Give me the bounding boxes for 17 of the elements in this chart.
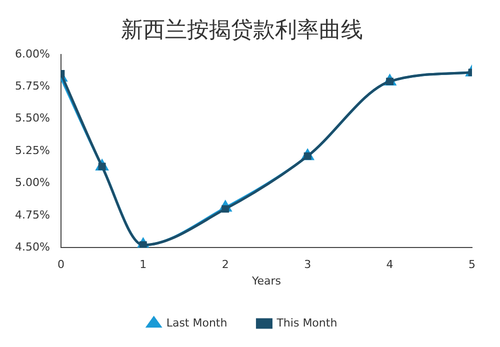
x-axis-title: Years — [250, 274, 282, 288]
x-tick-label: 4 — [386, 258, 394, 272]
y-tick-label: 5.00% — [14, 176, 50, 190]
y-tick-label: 5.25% — [14, 144, 50, 157]
y-tick-label: 4.50% — [14, 240, 50, 254]
x-tick-label: 2 — [222, 258, 229, 272]
legend-label: Last Month — [166, 316, 228, 330]
legend-label: This Month — [276, 316, 338, 330]
x-tick-label: 3 — [304, 258, 312, 272]
y-tick-label: 4.75% — [14, 208, 50, 222]
y-tick-label: 5.75% — [14, 79, 50, 92]
y-tick-label: 5.50% — [14, 112, 50, 125]
x-tick-label: 5 — [468, 258, 476, 272]
x-tick-label: 0 — [57, 258, 64, 272]
x-tick-label: 1 — [140, 258, 147, 272]
chart-title: 新西兰按揭贷款利率曲线 — [121, 18, 363, 43]
y-tick-label: 6.00% — [14, 47, 50, 60]
